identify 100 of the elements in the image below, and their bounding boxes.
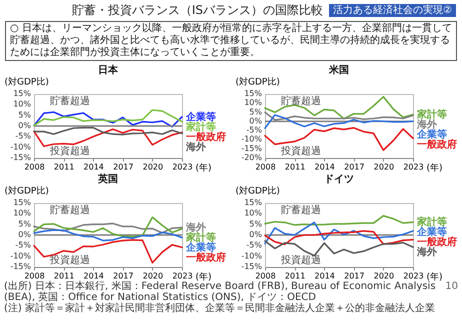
y-tick-label: -5% [246,240,262,250]
series-label: 家計等 [416,108,447,120]
y-tick-label: 0% [249,230,262,239]
line-series [264,240,414,256]
x-tick-label: 2020 [142,272,164,280]
series-label: 一般政府 [417,138,457,150]
y-tick-label: 10% [13,208,32,218]
y-tick-label: 0% [249,116,262,126]
x-tick-label: 2008 [24,272,45,280]
y-tick-label: 5% [18,110,32,120]
x-tick-label: 2017 [113,272,134,280]
y-tick-label: 0% [18,230,32,239]
x-tick-label: 2014 [314,162,335,172]
annotation: 貯蓄超過 [281,204,321,216]
x-tick-label: 2008 [255,272,276,280]
series-label: 海外 [185,140,207,153]
y-tick-label: -10% [241,134,262,144]
x-tick-label: 2008 [255,162,276,172]
y-tick-label: -20% [241,153,262,162]
text: 活力ある経済社会の実現② [329,4,456,16]
x-tick-label: 2011 [54,162,74,172]
y-tick-label: -10% [10,142,32,152]
series-label: 企業等 [416,226,447,238]
series-label: 企業等 [185,242,216,254]
y-tick-label: -5% [15,240,32,250]
y-tick-label: -5% [246,126,262,135]
x-axis-title: (年) [426,162,443,174]
annotation: 貯蓄超過 [281,95,321,107]
line-series [33,216,183,238]
series-label: 海外 [416,246,438,258]
x-tick-label: 2014 [314,272,335,280]
x-tick-label: 2008 [24,162,45,172]
y-tick-label: 15% [13,198,32,207]
x-tick-label: 2011 [284,272,306,280]
y-tick-label: -10% [10,251,32,260]
text: 貯蓄・投資バランス（ISバランス）の国際比較 [72,2,324,18]
y-axis-title: (対GDP比) [236,76,280,88]
annotation: 投資超過 [49,254,90,266]
annotation: 投資超過 [280,254,321,266]
y-tick-label: 0% [18,121,32,130]
line-series [264,96,414,120]
y-tick-label: -5% [15,132,32,141]
y-tick-label: 15% [244,198,262,207]
y-tick-label: -15% [241,262,262,271]
x-tick-label: 2020 [374,162,394,172]
x-tick-label: 2020 [142,162,164,172]
x-tick-label: 2023 [172,272,193,280]
chart-title: 英国 [97,173,118,185]
line-series [33,128,183,148]
x-tick-label: 2023 [403,162,424,172]
x-tick-label: 2017 [113,162,134,172]
line-series [33,222,183,234]
x-tick-label: 2014 [84,162,104,172]
line-series [33,239,183,264]
text: 10 [445,281,458,292]
x-tick-label: 2020 [374,272,394,280]
chart-title: ドイツ [324,174,354,185]
line-series [33,229,183,242]
x-tick-label: 2023 [403,272,424,280]
y-axis-title: (対GDP比) [4,186,49,196]
x-tick-label: 2011 [284,162,306,172]
x-tick-label: 2017 [344,272,364,280]
y-tick-label: 15% [244,89,262,98]
line-series [264,114,414,129]
x-tick-label: 2023 [172,162,193,172]
y-tick-label: -10% [241,251,262,260]
series-label: 一般政府 [186,252,226,264]
text: ○ 日本は、リーマンショック以降、一般政府が恒常的に赤字を計上する一方、企業部門は一貫して貯蓄超過、かつ、諸外国と比べても高い水準で推移しているが、民間主導の持続的成長を実現するためには企業部門が投資主体になっていくことが重要。 [10,23,452,59]
annotation: 投資超過 [280,145,321,157]
y-tick-label: -15% [241,144,262,153]
x-tick-label: 2017 [344,162,364,172]
y-tick-label: -15% [10,153,32,162]
series-label: 家計等 [185,120,216,133]
line-series [33,126,183,136]
y-axis-title: (対GDP比) [236,186,280,196]
chart-title: 日本 [98,64,119,76]
x-axis-title: (年) [426,272,443,282]
annotation: 貯蓄超過 [50,95,90,107]
chart-title: 米国 [328,64,349,76]
y-tick-label: 10% [13,100,32,109]
y-axis-title: (対GDP比) [4,76,49,88]
x-axis-title: (年) [196,272,212,282]
annotation: 投資超過 [49,145,90,157]
y-tick-label: -15% [10,262,32,271]
line-series [264,222,414,244]
x-tick-label: 2011 [54,272,74,280]
annotation: 貯蓄超過 [50,204,90,216]
y-tick-label: 5% [249,107,262,116]
series-label: 企業等 [416,128,447,140]
y-tick-label: 5% [18,219,32,228]
line-series [264,111,414,121]
line-series [264,215,414,226]
y-tick-label: 15% [13,89,32,98]
line-series [264,230,414,246]
series-label: 一般政府 [186,130,226,143]
y-tick-label: 5% [249,219,262,228]
text: (注) 家計等＝家計＋対家計民間非営利団体、企業等＝民間非金融法人企業＋公的非金融法人企業 [4,303,436,314]
x-tick-label: 2014 [84,272,104,280]
series-label: 海外 [416,118,438,130]
y-tick-label: 10% [244,98,262,108]
